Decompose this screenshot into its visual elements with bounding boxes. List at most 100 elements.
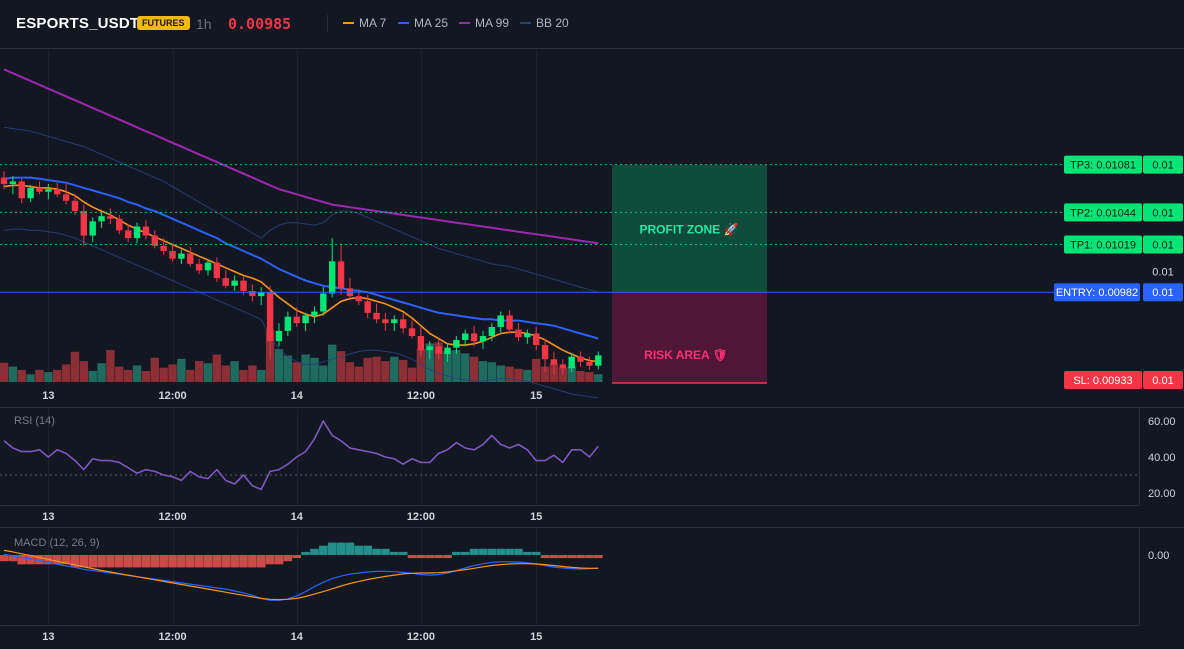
macd-histogram-bar xyxy=(416,555,426,559)
candle-body xyxy=(586,361,593,366)
candle-body xyxy=(0,177,8,184)
candle-body xyxy=(18,181,25,199)
macd-histogram-bar xyxy=(97,555,106,568)
volume-bar xyxy=(505,366,514,382)
time-label-main: 12:00 xyxy=(407,390,435,402)
volume-bar xyxy=(168,364,177,382)
volume-bar xyxy=(106,350,115,382)
candle-body xyxy=(142,226,150,236)
level-label-tp: TP2: 0.01044 xyxy=(1070,207,1136,219)
futures-badge: FUTURES xyxy=(137,16,190,30)
level-label-entry: ENTRY: 0.00982 xyxy=(1056,287,1138,299)
level-label-box xyxy=(1064,203,1142,222)
volume-bar xyxy=(469,356,479,382)
macd-histogram-bar xyxy=(407,555,417,559)
candle-body xyxy=(240,280,247,291)
volume-bar xyxy=(212,354,222,382)
candle-body xyxy=(195,263,203,271)
macd-histogram-bar xyxy=(336,542,346,555)
candle-body xyxy=(107,216,114,219)
volume-bar xyxy=(248,365,257,382)
macd-histogram-bar xyxy=(185,555,195,568)
candle-body xyxy=(577,356,584,362)
macd-histogram-bar xyxy=(17,555,27,565)
volume-bar xyxy=(327,344,337,382)
macd-histogram-bar xyxy=(115,555,124,568)
profit-zone-label: PROFIT ZONE 🚀 xyxy=(640,222,739,236)
candle-body xyxy=(328,261,336,294)
macd-histogram-bar xyxy=(389,551,399,555)
candle-body xyxy=(266,292,274,342)
macd-histogram-bar xyxy=(443,555,452,559)
macd-histogram-bar xyxy=(345,542,355,555)
volume-bar xyxy=(443,351,452,382)
candle-body xyxy=(320,293,327,312)
rsi-axis-tick: 40.00 xyxy=(1148,452,1176,464)
candle-body xyxy=(311,311,318,316)
candle-body xyxy=(54,189,61,195)
volume-bar xyxy=(487,362,497,382)
volume-bar xyxy=(26,374,35,382)
time-label-rsi: 14 xyxy=(291,511,304,523)
macd-histogram-bar xyxy=(52,555,62,565)
time-label-main: 15 xyxy=(530,390,542,402)
macd-histogram-bar xyxy=(123,555,133,568)
macd-histogram-bar xyxy=(265,555,275,565)
macd-histogram-bar xyxy=(194,555,204,568)
time-label-macd: 13 xyxy=(42,631,54,643)
time-label-rsi: 12:00 xyxy=(158,511,186,523)
candle-body xyxy=(160,245,167,251)
volume-bar xyxy=(159,367,168,382)
level-axis-box xyxy=(1143,283,1183,302)
time-label-macd: 12:00 xyxy=(158,631,186,643)
candle-body xyxy=(541,345,549,360)
volume-bar xyxy=(79,361,89,382)
macd-line xyxy=(3,553,599,601)
candle-body xyxy=(408,328,416,337)
bb-upper-line xyxy=(3,126,599,293)
volume-bar xyxy=(61,364,71,382)
candle-body xyxy=(36,187,43,192)
level-axis-box xyxy=(1143,371,1183,389)
candle-body xyxy=(337,261,345,289)
volume-bar xyxy=(44,372,53,382)
time-label-main: 13 xyxy=(42,390,54,402)
macd-histogram-bar xyxy=(283,555,293,562)
volume-bar xyxy=(203,363,213,382)
candle-body xyxy=(595,355,602,366)
volume-bar xyxy=(452,350,461,382)
volume-bar xyxy=(354,366,363,382)
macd-histogram-bar xyxy=(88,555,97,568)
volume-bar xyxy=(310,357,319,382)
volume-bar xyxy=(239,369,248,382)
candle-body xyxy=(258,292,265,297)
candle-body xyxy=(373,312,380,320)
timeframe-selector[interactable]: 1h xyxy=(196,16,212,32)
level-axis-label: 0.01 xyxy=(1152,207,1173,219)
volume-bar xyxy=(257,369,266,382)
legend-ma7[interactable]: MA 7 xyxy=(343,16,386,30)
candle-body xyxy=(169,251,176,259)
candle-body xyxy=(275,330,283,342)
legend-bb20[interactable]: BB 20 xyxy=(520,16,569,30)
volume-bar xyxy=(390,356,399,382)
volume-bar xyxy=(372,356,381,382)
candle-body xyxy=(302,315,309,324)
candle-body xyxy=(151,235,158,246)
candle-body xyxy=(204,262,212,271)
level-axis-box xyxy=(1143,235,1183,254)
macd-histogram-bar xyxy=(0,555,9,562)
volume-bar xyxy=(558,367,568,382)
volume-bar xyxy=(35,369,44,382)
legend-ma25[interactable]: MA 25 xyxy=(398,16,448,30)
candle-body xyxy=(71,200,79,212)
candle-body xyxy=(80,211,88,236)
rsi-axis-tick: 60.00 xyxy=(1148,416,1176,428)
legend-ma99[interactable]: MA 99 xyxy=(459,16,509,30)
candle-body xyxy=(559,364,567,369)
symbol-name[interactable]: ESPORTS_USDT xyxy=(16,15,140,32)
macd-histogram-bar xyxy=(381,548,390,555)
candle-body xyxy=(391,319,398,324)
